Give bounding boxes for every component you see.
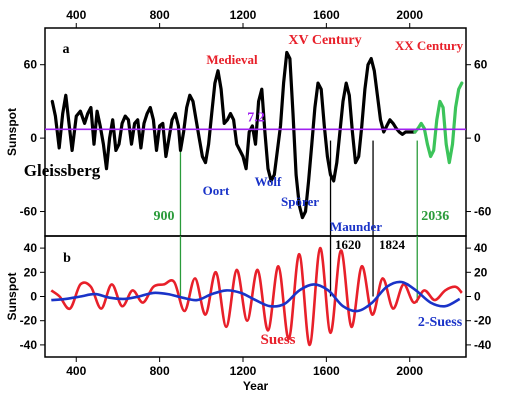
forecast-series-line <box>413 81 464 165</box>
x-tick-label: 1200 <box>230 364 257 378</box>
panel-b-y-axis-title: Sunspot <box>5 273 19 321</box>
left-y-tick-label: -20 <box>20 314 38 328</box>
panel-a-annotation: XX Century <box>395 38 464 53</box>
right-y-tick-label: 20 <box>474 265 488 279</box>
left-y-tick-label: 60 <box>24 58 38 72</box>
left-y-tick-label: 0 <box>30 131 37 145</box>
vertical-marker-label-2036: 2036 <box>421 209 449 224</box>
left-y-tick-label: 20 <box>24 265 38 279</box>
x-tick-label: 800 <box>150 364 170 378</box>
panel-b-annotation: b <box>63 251 71 266</box>
two-suess-series-line <box>51 280 461 313</box>
left-y-tick-label: 0 <box>30 290 37 304</box>
left-y-tick-label: 40 <box>24 241 38 255</box>
panel-a-annotation: XV Century <box>288 33 361 48</box>
panel-b-annotation: 2-Suess <box>418 315 463 330</box>
panel-a-annotation: Medieval <box>206 52 258 67</box>
panel-b-annotation: Suess <box>260 332 295 348</box>
right-y-tick-label: -20 <box>474 314 492 328</box>
x-tick-label: 2000 <box>396 364 423 378</box>
x-tick-label: 400 <box>66 364 86 378</box>
right-y-tick-label: -60 <box>474 205 492 219</box>
panel-a-annotation: Wolf <box>255 174 282 189</box>
top-x-tick-label: 800 <box>150 8 170 22</box>
suess-series-line <box>50 246 463 347</box>
left-y-tick-label: -40 <box>20 338 38 352</box>
vertical-marker-label-900: 900 <box>153 209 174 224</box>
panel-a-annotation: a <box>63 42 70 57</box>
left-y-tick-label: -60 <box>20 205 38 219</box>
gleissberg-series-line <box>50 50 417 220</box>
panel-b-annotation: 1620 <box>335 237 361 252</box>
right-y-tick-label: 0 <box>474 131 481 145</box>
panel-a-annotation: Gleissberg <box>24 161 101 180</box>
panel-b-annotation: 1824 <box>379 237 406 252</box>
panel-a-annotation: Spörer <box>281 194 319 209</box>
top-x-tick-label: 400 <box>66 8 86 22</box>
right-y-tick-label: 40 <box>474 241 488 255</box>
panel-a-annotation: Oort <box>203 183 230 198</box>
right-y-tick-label: 60 <box>474 58 488 72</box>
top-x-tick-label: 1600 <box>313 8 340 22</box>
right-y-tick-label: 0 <box>474 290 481 304</box>
x-axis-title: Year <box>243 379 269 393</box>
panel-a-y-axis-title: Sunspot <box>5 108 19 156</box>
top-x-tick-label: 1200 <box>230 8 257 22</box>
panel-a: 400 800 1200 1600 2000 60 60 0 0 -60 -60 Sunspot 900… <box>5 8 492 237</box>
mean-level-label: 7.2 <box>247 110 265 125</box>
right-y-tick-label: -40 <box>474 338 492 352</box>
x-tick-label: 1600 <box>313 364 340 378</box>
panel-a-annotation: Maunder <box>330 219 382 234</box>
top-x-tick-label: 2000 <box>396 8 423 22</box>
